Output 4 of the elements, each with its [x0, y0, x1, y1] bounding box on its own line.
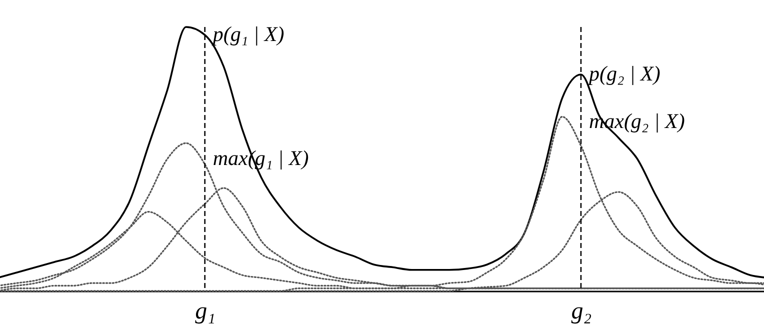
annotation: p(g₁ | X)	[210, 22, 284, 46]
x-tick-label: g₁	[195, 298, 216, 324]
x-tick-label: g₂	[571, 298, 592, 324]
annotation: p(g₂ | X)	[586, 62, 660, 86]
